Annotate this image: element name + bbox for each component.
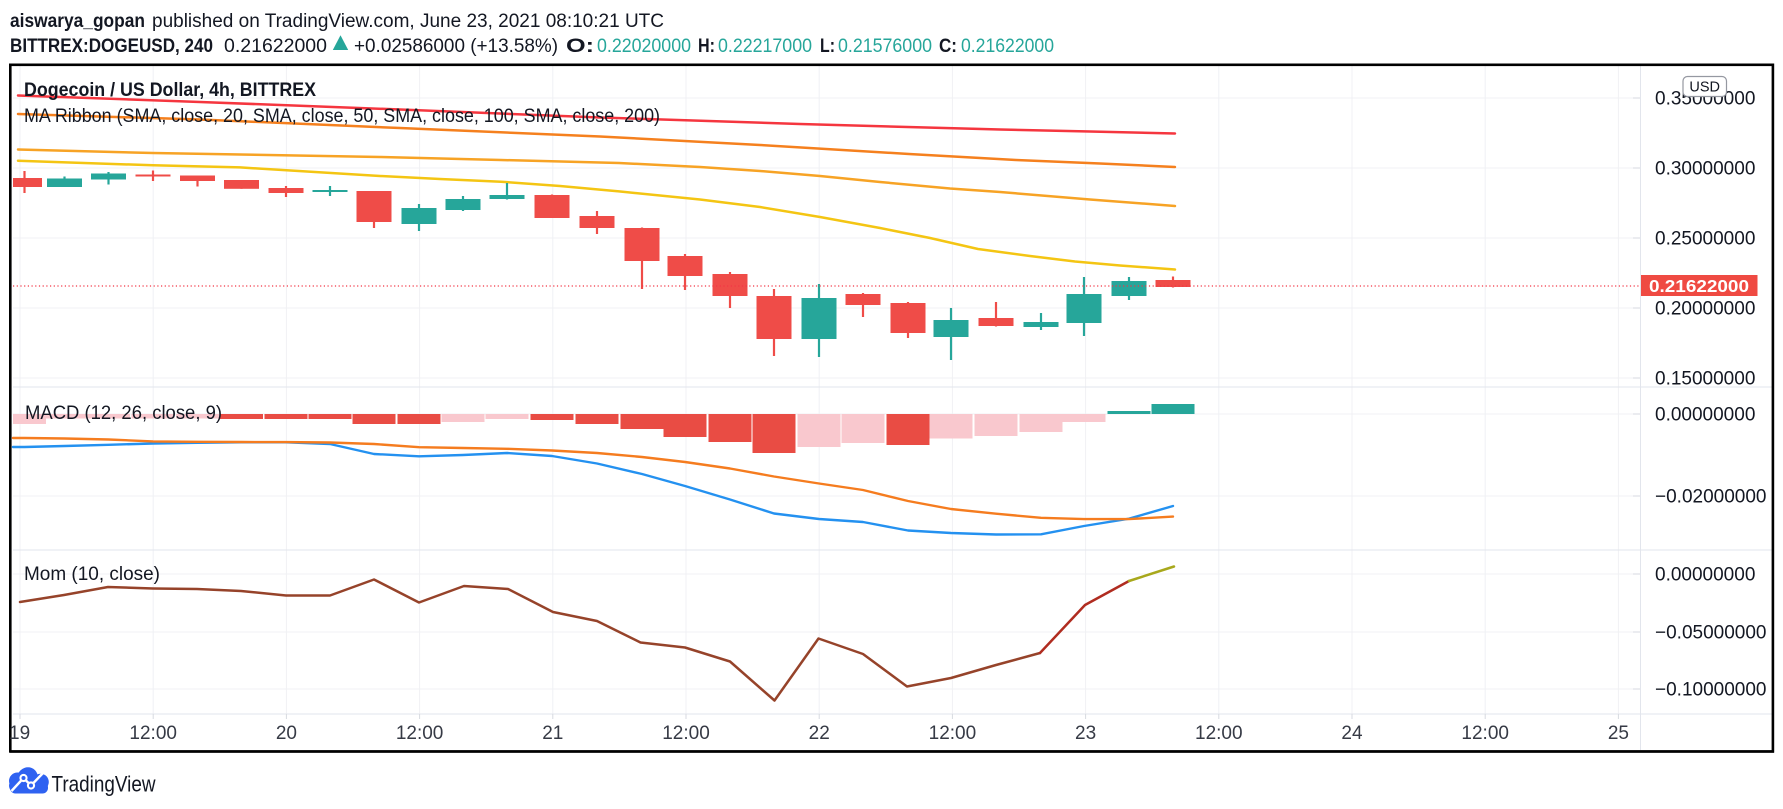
svg-text:MACD (12, 26, close, 9): MACD (12, 26, close, 9) xyxy=(25,403,222,424)
svg-text:0.00000000: 0.00000000 xyxy=(1655,405,1755,426)
svg-text:0.00000000: 0.00000000 xyxy=(1655,565,1755,586)
svg-text:12:00: 12:00 xyxy=(1195,723,1243,744)
svg-text:aiswarya_gopan: aiswarya_gopan xyxy=(10,11,145,32)
svg-text:MA Ribbon (SMA, close, 20, SMA: MA Ribbon (SMA, close, 20, SMA, close, 5… xyxy=(24,106,660,127)
svg-text:12:00: 12:00 xyxy=(1461,723,1509,744)
svg-text:12:00: 12:00 xyxy=(662,723,710,744)
svg-text:0.21622000: 0.21622000 xyxy=(1649,276,1749,296)
svg-text:+0.02586000 (+13.58%): +0.02586000 (+13.58%) xyxy=(354,36,558,57)
svg-text:−0.02000000: −0.02000000 xyxy=(1655,487,1766,508)
svg-text:25: 25 xyxy=(1608,723,1629,744)
svg-text:24: 24 xyxy=(1341,723,1363,744)
svg-text:0.30000000: 0.30000000 xyxy=(1655,159,1755,180)
svg-text:Dogecoin / US Dollar, 4h, BITT: Dogecoin / US Dollar, 4h, BITTREX xyxy=(24,79,316,101)
svg-text:12:00: 12:00 xyxy=(129,723,177,744)
svg-text:0.22217000: 0.22217000 xyxy=(718,36,812,57)
svg-text:L:: L: xyxy=(820,36,835,57)
svg-text:−0.05000000: −0.05000000 xyxy=(1655,623,1766,644)
svg-text:TradingView: TradingView xyxy=(52,772,156,797)
svg-text:BITTREX:DOGEUSD, 240: BITTREX:DOGEUSD, 240 xyxy=(10,36,213,57)
svg-text:12:00: 12:00 xyxy=(396,723,444,744)
svg-text:0.20000000: 0.20000000 xyxy=(1655,299,1755,320)
svg-text:21: 21 xyxy=(542,723,563,744)
svg-text:0.21622000: 0.21622000 xyxy=(961,36,1054,57)
svg-text:published on TradingView.com,: published on TradingView.com, June 23, 2… xyxy=(152,11,664,32)
svg-text:Mom (10, close): Mom (10, close) xyxy=(24,564,160,585)
svg-text:C:: C: xyxy=(939,36,957,57)
svg-text:0.35000000: 0.35000000 xyxy=(1655,89,1755,110)
svg-text:22: 22 xyxy=(809,723,830,744)
svg-text:12:00: 12:00 xyxy=(929,723,977,744)
svg-text:USD: USD xyxy=(1689,80,1720,96)
svg-text:0.21576000: 0.21576000 xyxy=(838,36,932,57)
svg-text:O:: O: xyxy=(566,36,594,57)
svg-text:H:: H: xyxy=(698,36,715,57)
svg-text:23: 23 xyxy=(1075,723,1096,744)
svg-text:20: 20 xyxy=(276,723,297,744)
svg-text:−0.10000000: −0.10000000 xyxy=(1655,680,1766,701)
svg-text:0.15000000: 0.15000000 xyxy=(1655,369,1755,390)
svg-text:0.22020000: 0.22020000 xyxy=(597,36,691,57)
svg-text:0.25000000: 0.25000000 xyxy=(1655,229,1755,250)
svg-text:0.21622000: 0.21622000 xyxy=(224,36,327,57)
svg-text:19: 19 xyxy=(9,723,30,744)
